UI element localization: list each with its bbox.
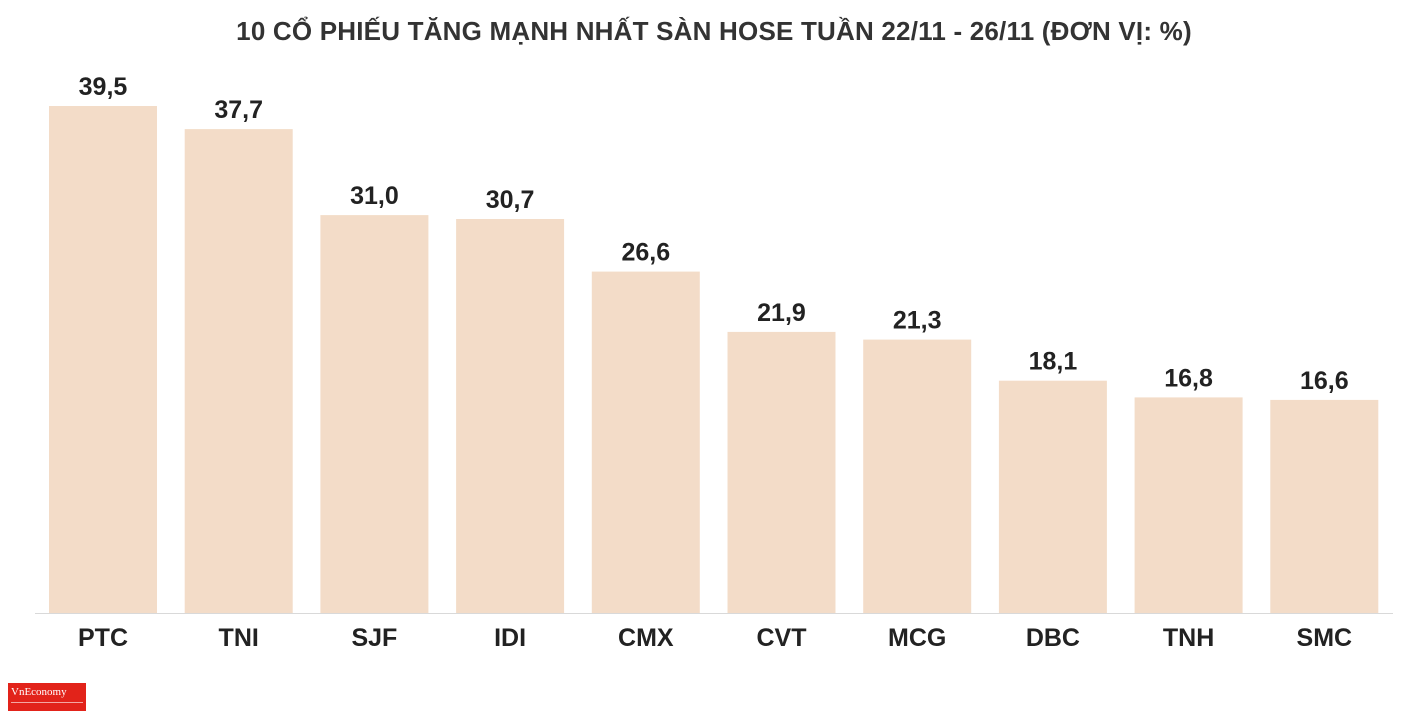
value-label-tni: 37,7: [214, 96, 263, 124]
bar-cvt: [727, 331, 836, 613]
logo-rule: [11, 702, 83, 703]
bar-idi: [456, 219, 565, 613]
value-label-cmx: 26,6: [621, 239, 670, 267]
bar-tni: [184, 129, 293, 613]
bar-mcg: [863, 339, 972, 613]
bar-tnh: [1134, 397, 1243, 613]
bar-cmx: [591, 271, 700, 613]
bar-smc: [1270, 399, 1379, 613]
category-label-idi: IDI: [494, 624, 526, 652]
category-label-sjf: SJF: [351, 624, 397, 652]
value-labels-group: 39,5 37,7 31,0 30,7 26,6 21,9 21,3 18,1 16,8 16,6: [79, 73, 1349, 395]
category-label-dbc: DBC: [1026, 624, 1080, 652]
category-label-ptc: PTC: [78, 624, 128, 652]
bar-ptc: [49, 106, 157, 613]
bar-dbc: [998, 380, 1107, 613]
category-label-mcg: MCG: [888, 624, 946, 652]
value-label-sjf: 31,0: [350, 182, 399, 210]
value-label-dbc: 18,1: [1029, 348, 1078, 376]
chart-title: 10 CỔ PHIẾU TĂNG MẠNH NHẤT SÀN HOSE TUẦN…: [236, 16, 1192, 46]
category-label-cvt: CVT: [757, 624, 807, 652]
value-label-smc: 16,6: [1300, 367, 1349, 395]
value-label-idi: 30,7: [486, 186, 535, 214]
category-label-tni: TNI: [219, 624, 259, 652]
bar-sjf: [320, 215, 429, 613]
value-label-cvt: 21,9: [757, 299, 806, 327]
value-label-tnh: 16,8: [1164, 364, 1213, 392]
category-label-smc: SMC: [1297, 624, 1353, 652]
vneconomy-logo: VnEconomy: [8, 683, 86, 711]
bars-group: [49, 106, 1379, 613]
category-label-cmx: CMX: [618, 624, 674, 652]
logo-text: VnEconomy: [11, 686, 67, 698]
value-label-mcg: 21,3: [893, 307, 942, 335]
value-label-ptc: 39,5: [79, 73, 128, 101]
category-labels-group: PTC TNI SJF IDI CMX CVT MCG DBC TNH SMC: [78, 624, 1352, 652]
category-label-tnh: TNH: [1163, 624, 1214, 652]
